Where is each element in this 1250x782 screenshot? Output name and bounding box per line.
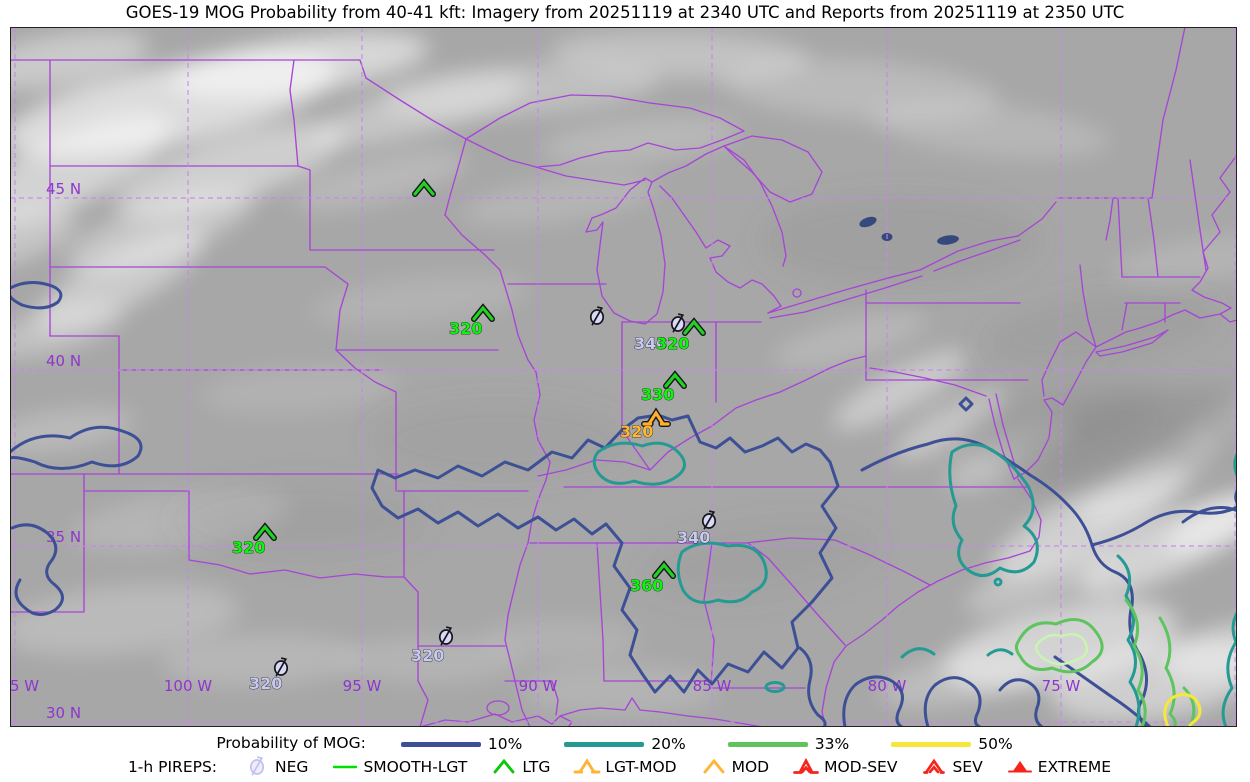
pirep-ltg-icon xyxy=(652,560,676,579)
legend-pirep-item-mod-sev: MOD-SEV xyxy=(791,756,897,778)
svg-text:30 N: 30 N xyxy=(46,704,81,722)
legend-mog: Probability of MOG: 10% 20% 33% 50% xyxy=(0,732,1250,754)
legend-mog-item-50: 50% xyxy=(891,735,1013,754)
pirep-flight-level-label: 320 xyxy=(249,674,282,693)
pirep-flight-level-label: 320 xyxy=(449,319,482,338)
pirep-neg-icon xyxy=(438,626,454,646)
svg-text:90 W: 90 W xyxy=(519,677,558,695)
legend-pirep-item-mod: MOD xyxy=(699,756,770,778)
neg-icon xyxy=(249,756,265,776)
legend-mog-item-20: 20% xyxy=(564,735,686,754)
legend-mog-items: 10% 20% 33% 50% xyxy=(380,733,1034,754)
lgt-mod-icon xyxy=(573,758,601,774)
legend-pirep-item-label: SEV xyxy=(952,758,983,776)
pirep-flight-level-label: 360 xyxy=(630,576,663,595)
mod-sev-icon xyxy=(793,757,819,774)
contour-swatch-icon xyxy=(891,741,972,747)
pirep-neg-icon xyxy=(589,306,605,326)
legend-pirep-item-neg: NEG xyxy=(242,756,308,778)
pirep-flight-level-label: 320 xyxy=(656,334,689,353)
mod-icon xyxy=(703,758,725,774)
legend-pirep-item-label: NEG xyxy=(275,758,309,776)
legend-mog-item-33: 33% xyxy=(727,735,850,754)
svg-text:40 N: 40 N xyxy=(46,352,81,370)
pirep-flight-level-label: 320 xyxy=(411,646,444,665)
pirep-neg-icon xyxy=(670,313,686,333)
mog-contours-20pct xyxy=(592,441,1237,727)
contour-swatch-icon xyxy=(400,741,481,747)
pirep-ltg-icon xyxy=(663,370,687,389)
svg-text:80 W: 80 W xyxy=(868,677,907,695)
contour-swatch-icon xyxy=(564,741,645,747)
legend-pirep-item-lgt-mod: LGT-MOD xyxy=(572,756,677,778)
mog-contours-33pct xyxy=(1014,598,1196,727)
legend-mog-item-10: 10% xyxy=(400,735,523,754)
map-frame xyxy=(10,27,1237,727)
legend-pirep-item-extreme: EXTREME xyxy=(1005,756,1111,778)
contour-swatch-icon xyxy=(727,741,808,747)
svg-text:95 W: 95 W xyxy=(343,677,382,695)
ltg-icon xyxy=(493,758,515,774)
legend-pirep-item-ltg: LTG xyxy=(489,756,550,778)
mog-contours-10pct xyxy=(10,281,1237,727)
legend-mog-item-label: 10% xyxy=(487,735,523,754)
legend-pirep-item-label: LGT-MOD xyxy=(605,758,677,776)
pirep-ltg-icon xyxy=(682,317,706,336)
pirep-flight-level-label: 330 xyxy=(641,385,674,404)
legend-pireps-items: NEG SMOOTH-LGT LTG LGT-MOD MOD MOD-SEV SEV EXTR… xyxy=(231,756,1122,778)
legend-pireps-label: 1-h PIREPS: xyxy=(127,758,218,776)
mog-contours-50pct xyxy=(1163,693,1202,727)
pirep-flight-level-label: 340 xyxy=(634,334,667,353)
svg-text:45 N: 45 N xyxy=(46,180,81,198)
legend-mog-item-label: 20% xyxy=(651,735,686,754)
legend-pirep-item-label: LTG xyxy=(522,758,551,776)
cloud-shadows xyxy=(170,195,1237,603)
pirep-ltg-icon xyxy=(471,303,495,322)
svg-text:105 W: 105 W xyxy=(0,677,39,695)
pirep-flight-level-label: 320 xyxy=(620,422,653,441)
legend-pirep-item-label: MOD xyxy=(731,758,770,776)
pirep-ltg-icon xyxy=(253,522,277,541)
pirep-flight-level-label: 340 xyxy=(677,528,710,547)
svg-text:85 W: 85 W xyxy=(693,677,732,695)
smooth-lgt-icon xyxy=(333,765,358,769)
legend-mog-item-label: 50% xyxy=(978,735,1013,754)
legend-pirep-item-sev: SEV xyxy=(919,756,983,778)
svg-text:75 W: 75 W xyxy=(1042,677,1081,695)
legend-pirep-item-label: SMOOTH-LGT xyxy=(363,758,468,776)
legend-pirep-item-smooth-lgt: SMOOTH-LGT xyxy=(330,756,467,778)
extreme-icon xyxy=(1007,760,1032,773)
svg-text:100 W: 100 W xyxy=(164,677,212,695)
legend-mog-label: Probability of MOG: xyxy=(216,734,366,752)
page-title: GOES-19 MOG Probability from 40-41 kft: … xyxy=(125,3,1125,22)
pirep-neg-icon xyxy=(273,657,289,677)
cloud-texture xyxy=(10,30,1237,723)
sev-icon xyxy=(923,758,946,774)
legend-mog-item-label: 33% xyxy=(814,735,850,754)
pirep-neg-icon xyxy=(701,510,717,530)
pirep-ltg-icon xyxy=(412,178,436,197)
legend-pireps: 1-h PIREPS: NEG SMOOTH-LGT LTG LGT-MOD MOD MO… xyxy=(0,755,1250,779)
legend-pirep-item-label: EXTREME xyxy=(1037,758,1112,776)
pirep-lgt-mod-icon xyxy=(641,407,671,427)
legend-pirep-item-label: MOD-SEV xyxy=(824,758,898,776)
pirep-flight-level-label: 320 xyxy=(232,538,265,557)
